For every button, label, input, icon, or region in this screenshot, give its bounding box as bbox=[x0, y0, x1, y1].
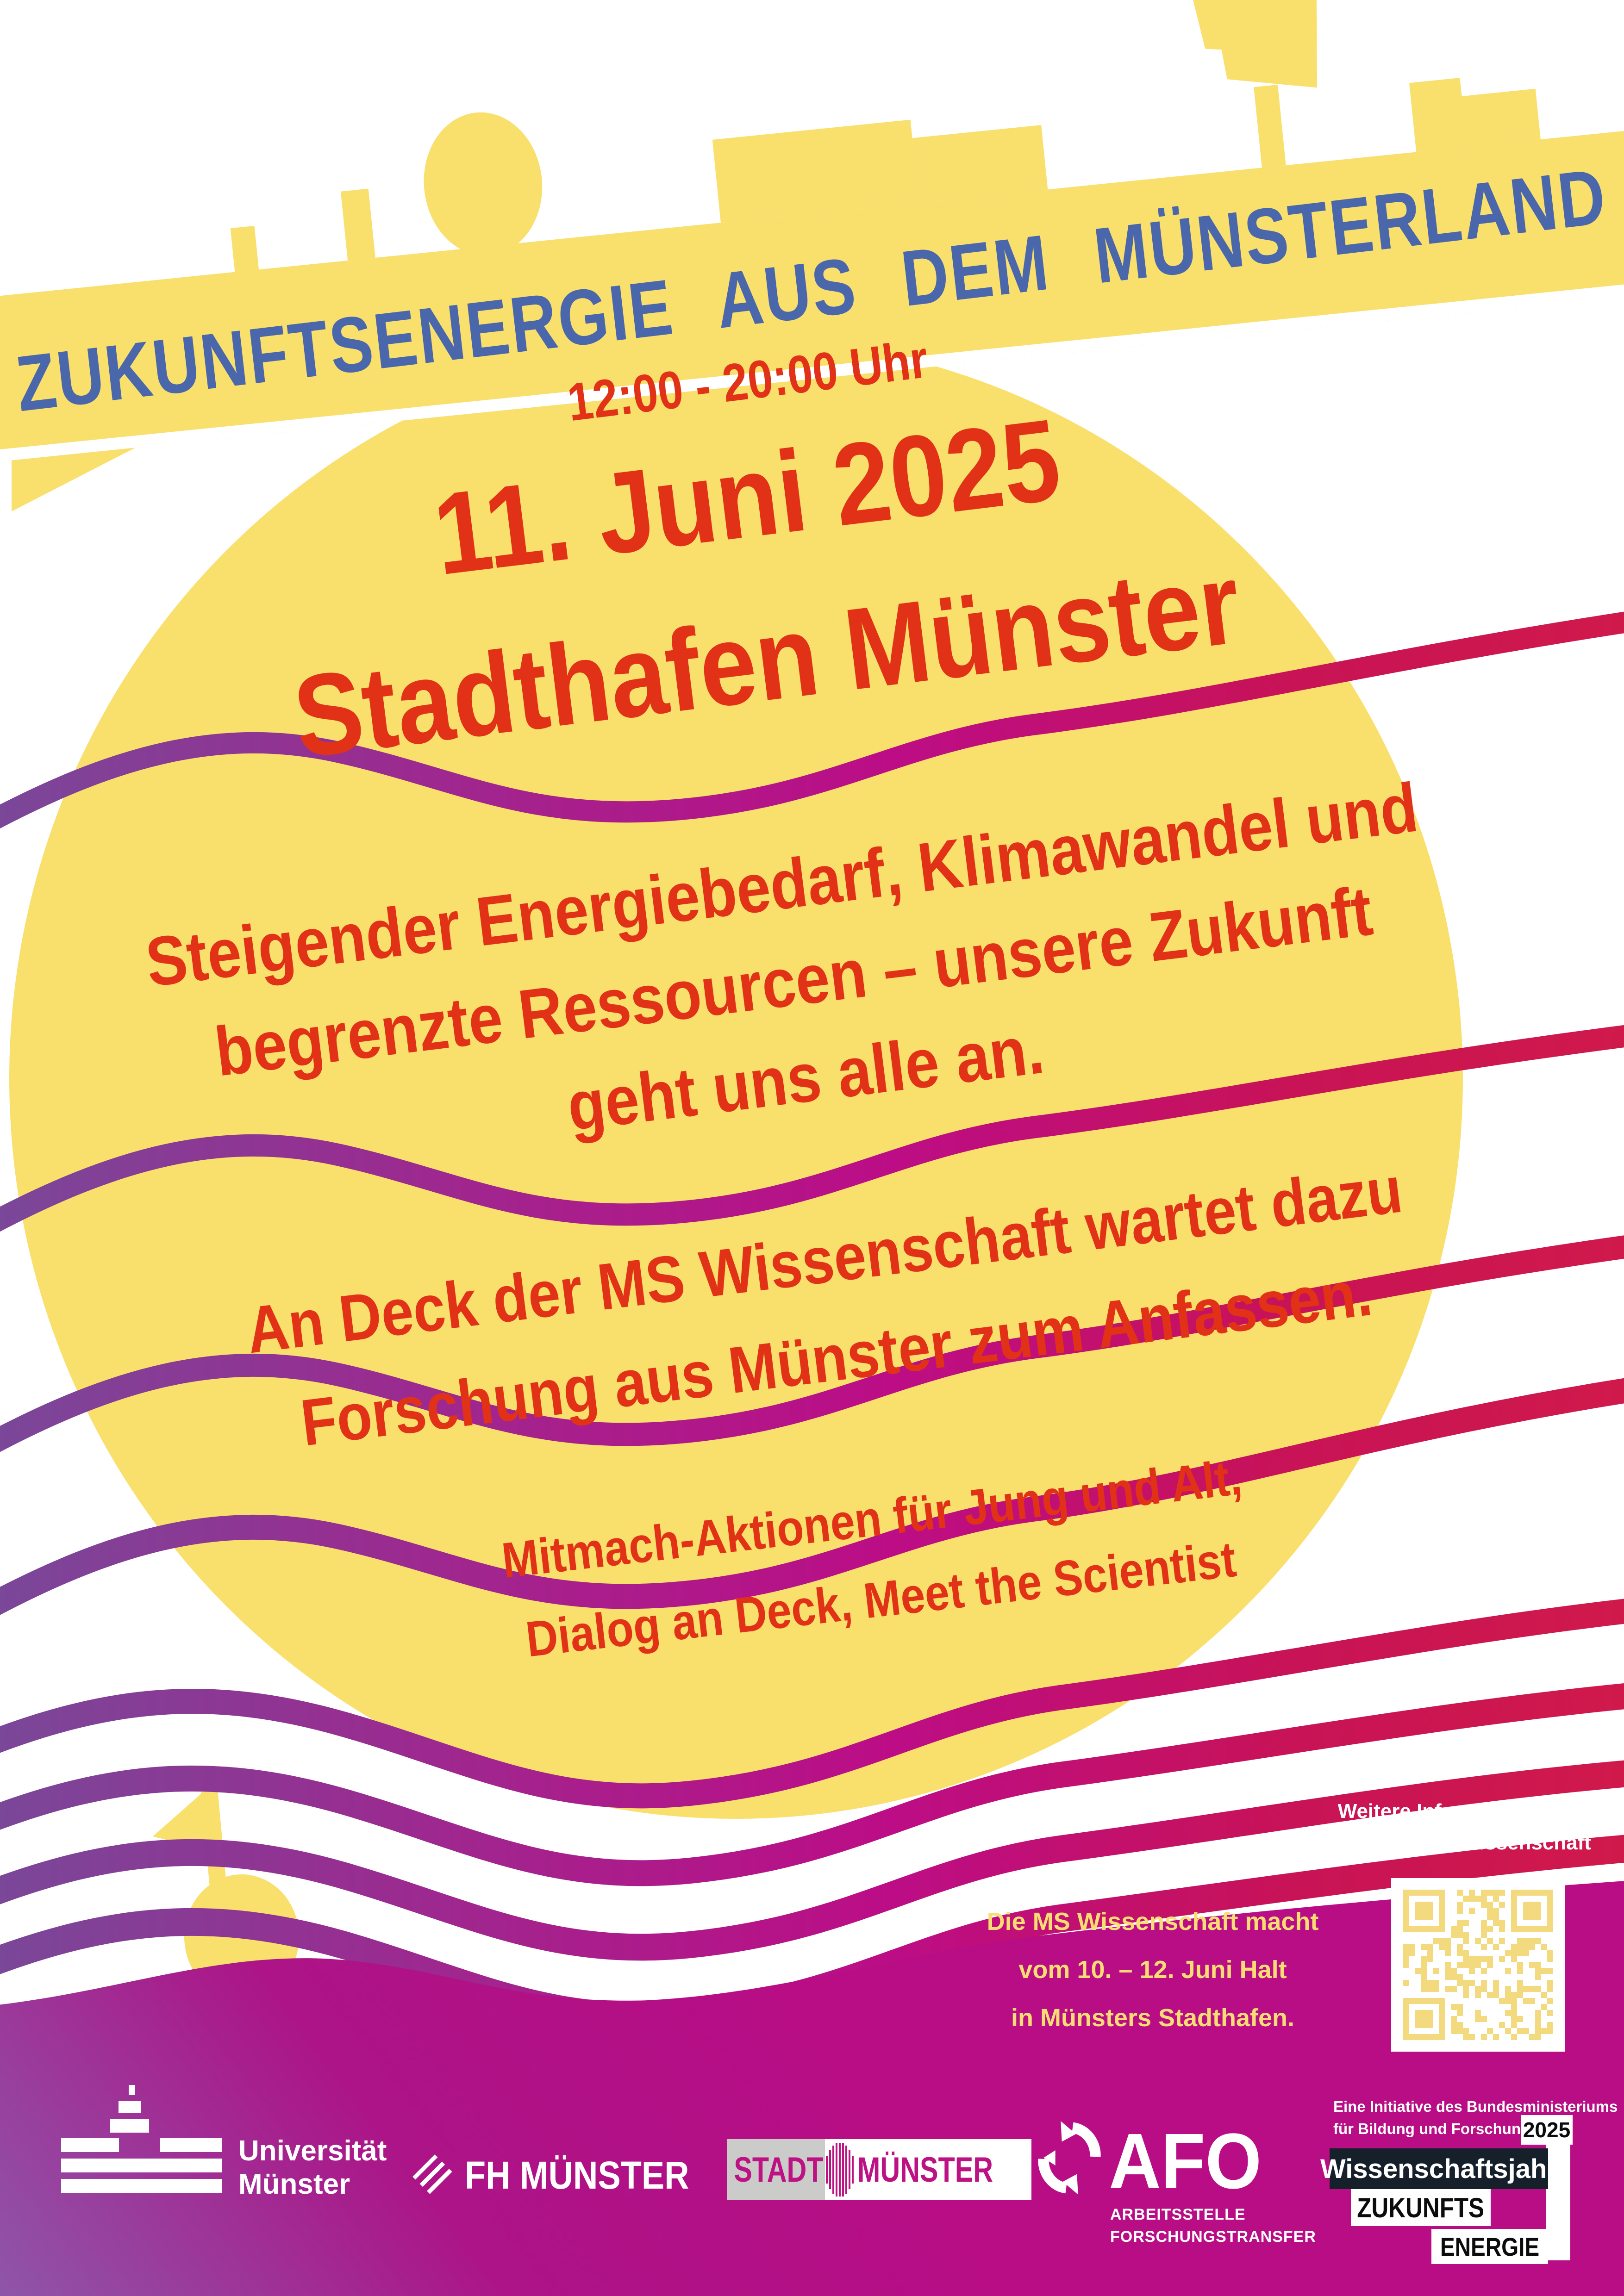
bottom-fill-wave bbox=[0, 1881, 1624, 2296]
stadt-grey-box: STADT bbox=[727, 2139, 825, 2200]
schedule-line: vom 10. – 12. Juni Halt bbox=[1018, 1956, 1287, 1984]
zukunfts-label: ZUKUNFTS bbox=[1357, 2192, 1485, 2223]
stadt-muenster-label: MÜNSTER bbox=[857, 2150, 993, 2190]
wissenschaftsjahr-connector-bar bbox=[1546, 2128, 1570, 2260]
wissenschaftsjahr-energie-box: ENERGIE bbox=[1431, 2229, 1548, 2264]
schedule-line: Die MS Wissenschaft macht bbox=[987, 1908, 1319, 1935]
schedule-block: Die MS Wissenschaft macht vom 10. – 12. … bbox=[958, 1898, 1347, 2042]
afo-subtitle-line: FORSCHUNGSTRANSFER bbox=[1110, 2228, 1316, 2246]
bottom-wave-lines bbox=[0, 1599, 1624, 2031]
afo-subtitle: ARBEITSSTELLE FORSCHUNGSTRANSFER bbox=[1110, 2204, 1316, 2248]
schedule-line: in Münsters Stadthafen. bbox=[1011, 2004, 1295, 2032]
stadt-label: STADT bbox=[734, 2150, 824, 2190]
wissenschaftsjahr-zukunfts-box: ZUKUNFTS bbox=[1351, 2189, 1491, 2226]
top-wave-lines bbox=[0, 611, 1624, 1615]
stadt-muenster-logo: STADT MÜNSTER bbox=[727, 2139, 1031, 2200]
energie-label: ENERGIE bbox=[1440, 2232, 1540, 2261]
wissenschaftsjahr-title-box: Wissenschaftsjahr bbox=[1320, 2148, 1557, 2189]
uni-muenster-label: Universität Münster bbox=[238, 2134, 387, 2201]
uni-label-line: Münster bbox=[238, 2168, 350, 2200]
initiative-line: für Bildung und Forschung bbox=[1333, 2120, 1530, 2137]
qr-code-pattern bbox=[1403, 1890, 1553, 2040]
afo-subtitle-line: ARBEITSSTELLE bbox=[1110, 2206, 1246, 2223]
sun-circle bbox=[9, 338, 1463, 1819]
afo-label: AFO bbox=[1109, 2117, 1262, 2205]
initiative-line: Eine Initiative des Bundesministeriums bbox=[1333, 2098, 1618, 2115]
stadt-muenster-barcode-icon bbox=[826, 2143, 854, 2196]
wissenschaftsjahr-year-badge: 2025 bbox=[1521, 2115, 1573, 2145]
ship-chimney-small bbox=[230, 225, 259, 272]
more-info-url: uni.ms/mswissenschaft bbox=[1362, 1831, 1591, 1854]
stadt-white-box: MÜNSTER bbox=[825, 2139, 1031, 2200]
uni-label-line: Universität bbox=[238, 2135, 387, 2167]
more-info-label: Weitere Informationen unter: bbox=[1337, 1800, 1616, 1823]
qr-code bbox=[1391, 1878, 1565, 2052]
more-info-block: Weitere Informationen unter: uni.ms/mswi… bbox=[1292, 1796, 1624, 1859]
wissenschaftsjahr-initiative-text: Eine Initiative des Bundesministeriums f… bbox=[1333, 2096, 1618, 2140]
fh-muenster-label: FH MÜNSTER bbox=[465, 2153, 689, 2197]
afo-circular-arrows-icon bbox=[1038, 2121, 1101, 2195]
